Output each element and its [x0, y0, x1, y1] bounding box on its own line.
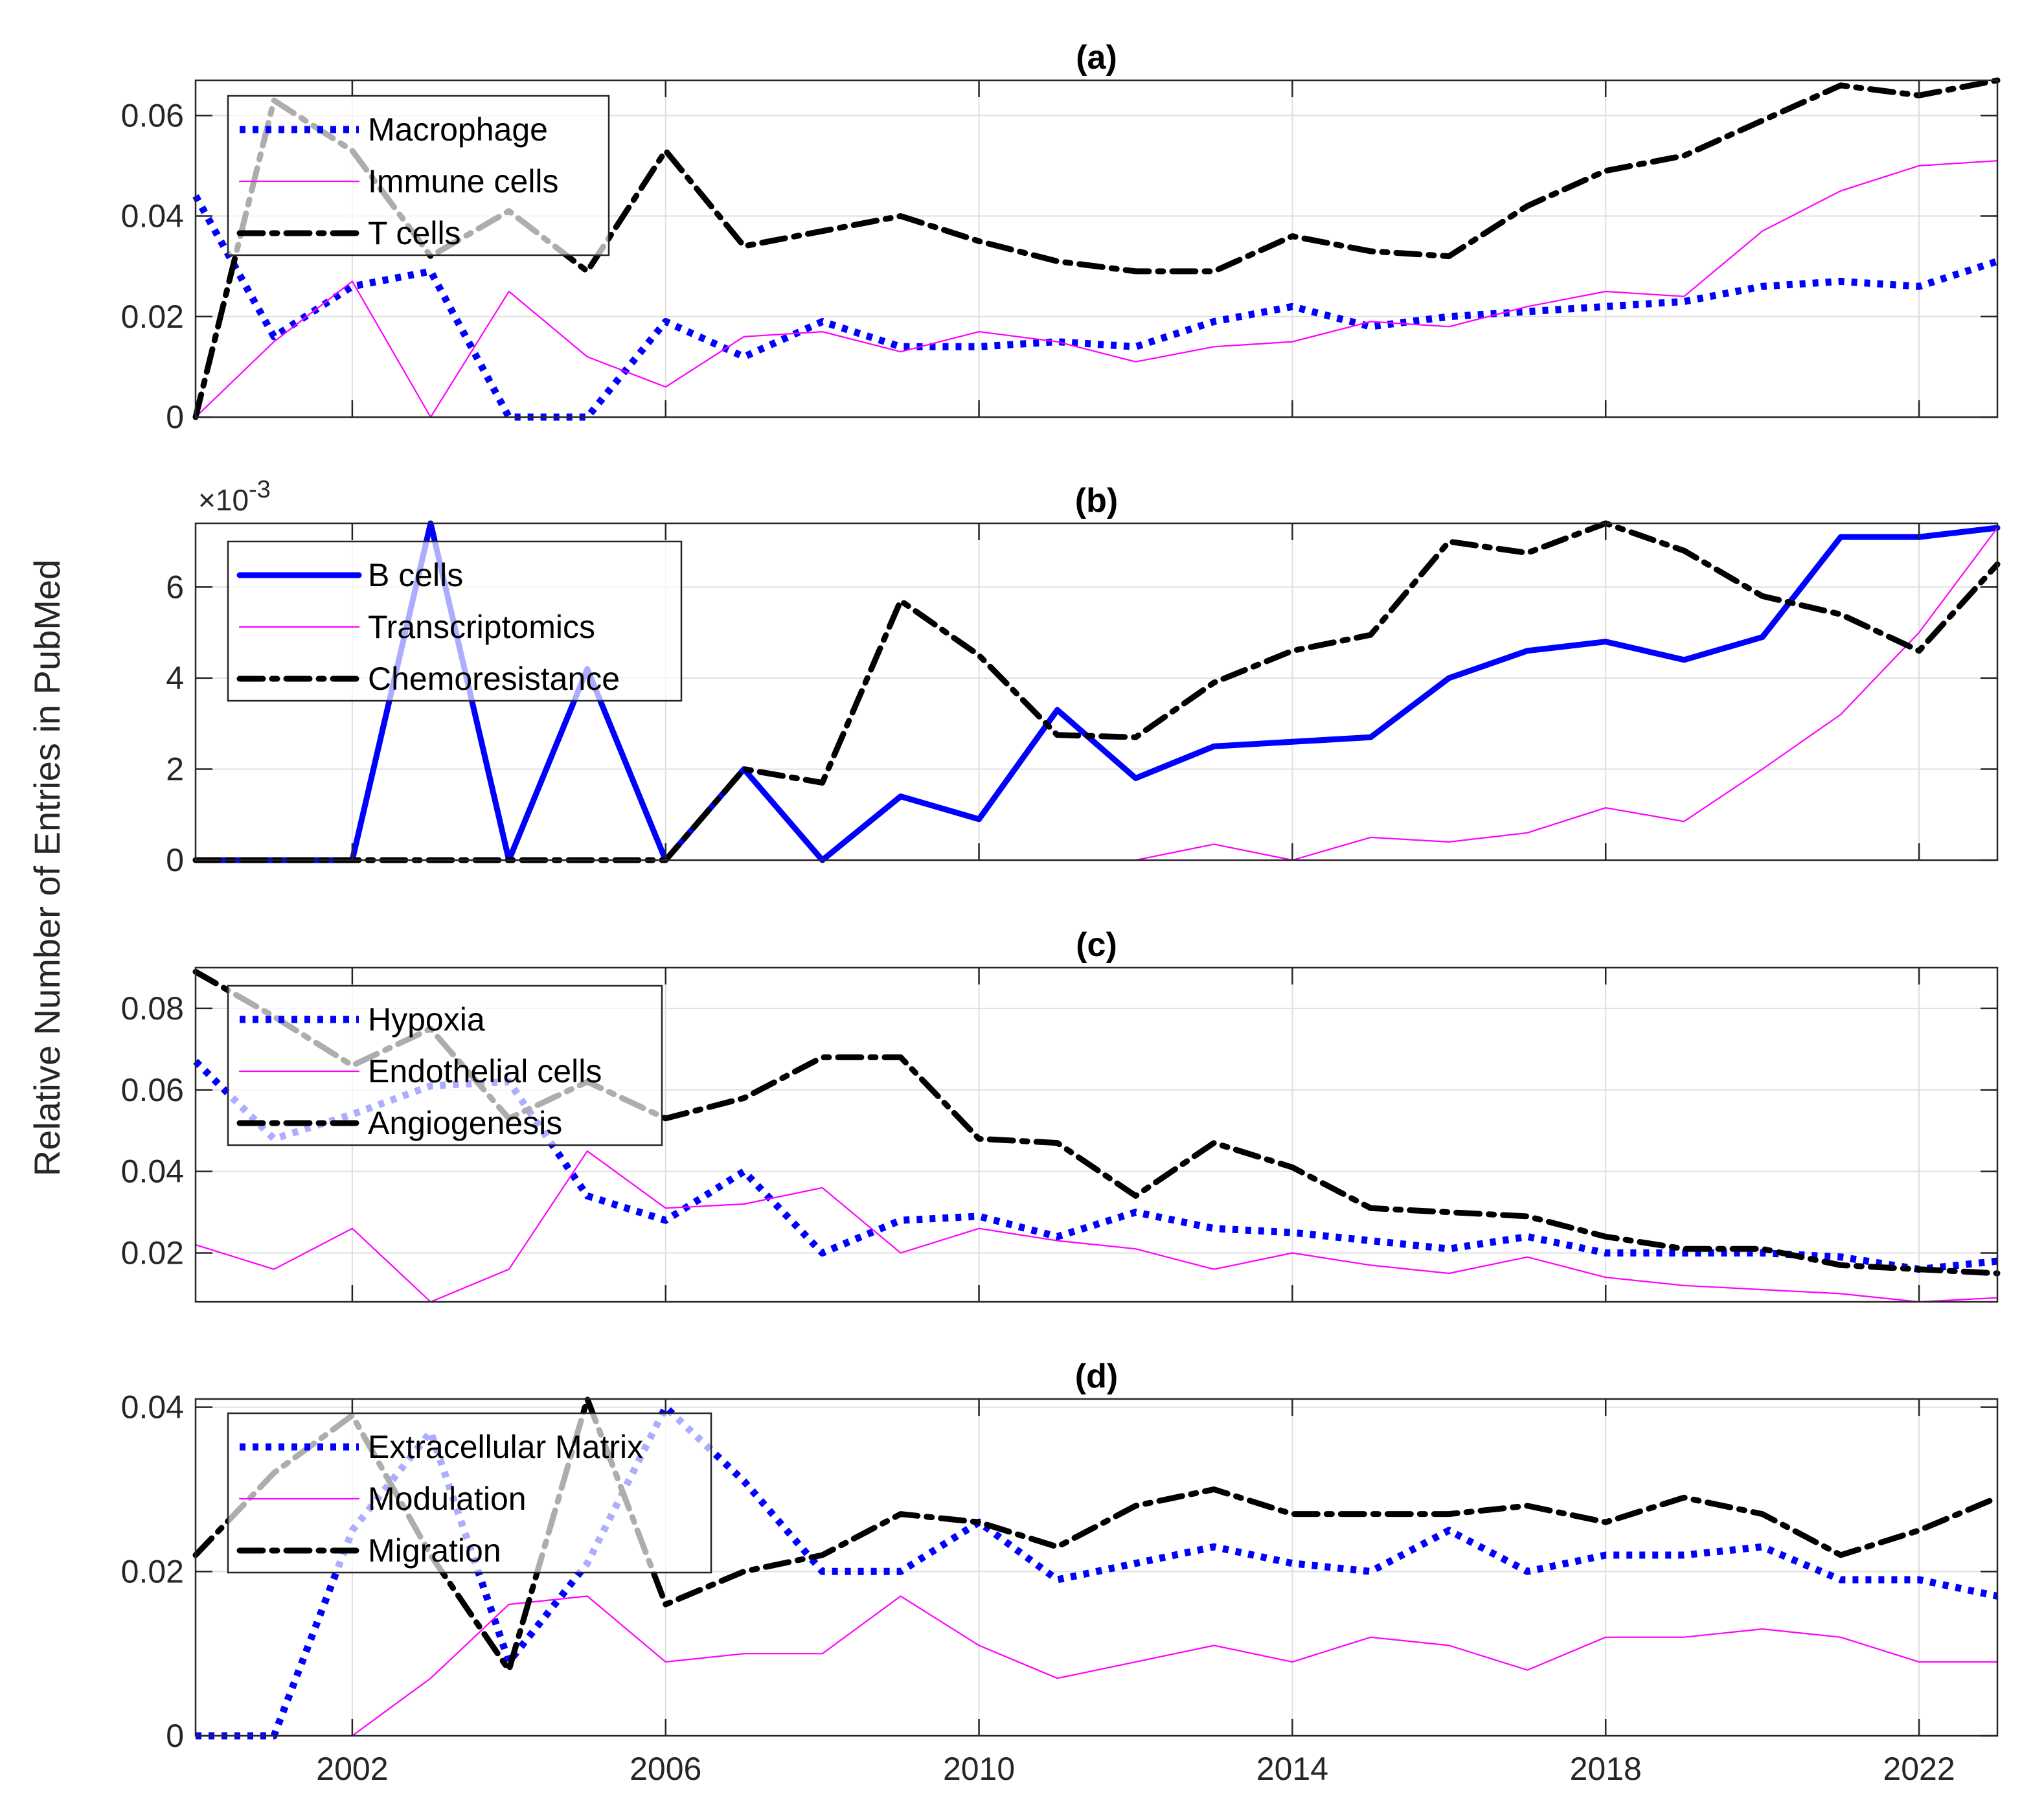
y-tick-label: 0.06 [121, 1072, 184, 1108]
x-tick-label: 2022 [1883, 1751, 1955, 1787]
legend-label: Hypoxia [368, 1001, 485, 1038]
legend-label: Transcriptomics [368, 609, 595, 645]
y-axis-label: Relative Number of Entries in PubMed [27, 560, 67, 1176]
legend-box [227, 540, 683, 702]
legend-label: Endothelial cells [368, 1053, 602, 1089]
panel-b: 0 2 4 6 (b) ×10-3 B cells Transcriptomics Chemor… [166, 476, 2001, 878]
legend: Extracellular Matrix Modulation Migration [227, 1412, 712, 1574]
series-line-angiogenesis [192, 968, 2001, 1277]
series-line-migration [192, 1396, 2001, 1673]
panel-title: (d) [1075, 1358, 1118, 1395]
legend-label: B cells [368, 557, 463, 593]
legend-label: Migration [368, 1532, 501, 1569]
panel-title: (a) [1076, 39, 1117, 76]
axes-box [194, 522, 1999, 861]
y-tick-label: 0.08 [121, 990, 184, 1027]
y-exponent-power: -3 [249, 476, 271, 503]
legend-label: Chemoresistance [368, 661, 620, 697]
legend: Hypoxia Endothelial cells Angiogenesis [227, 984, 663, 1146]
legend-label: Macrophage [368, 111, 548, 148]
panel-d: 0 0.02 0.04 2002 2006 2010 2014 2018 2022 (d) Extr… [121, 1358, 2001, 1787]
legend-box [227, 95, 610, 256]
y-tick-label: 0 [166, 399, 184, 435]
y-tick-label: 0.02 [121, 1553, 184, 1589]
x-tick-label: 2002 [316, 1751, 388, 1787]
x-tick-label: 2010 [943, 1751, 1015, 1787]
series-line-immune-cells [194, 160, 1999, 418]
panel-c: 0.02 0.04 0.06 0.08 (c) Hypoxia Endothelial ce… [121, 926, 2001, 1303]
x-tick-label: 2018 [1570, 1751, 1642, 1787]
y-tick-label: 2 [166, 751, 184, 787]
y-tick-label: 6 [166, 569, 184, 605]
y-tick-label: 0.02 [121, 299, 184, 335]
y-tick-label: 0 [166, 842, 184, 878]
series-line-endothelial-cells [194, 1150, 1999, 1303]
legend-label: Modulation [368, 1481, 527, 1517]
panel-title: (c) [1076, 926, 1117, 964]
x-tick-label: 2006 [630, 1751, 701, 1787]
legend-label: Immune cells [368, 163, 559, 199]
axes-box [194, 79, 1999, 418]
y-tick-label: 0 [166, 1718, 184, 1754]
series-line-modulation [194, 1595, 1999, 1737]
legend-label: Angiogenesis [368, 1105, 562, 1141]
y-tick-label: 0.06 [121, 97, 184, 133]
y-tick-label: 0.02 [121, 1234, 184, 1271]
y-tick-label: 0.04 [121, 198, 184, 234]
y-exponent-label: ×10-3 [198, 476, 271, 517]
legend: B cells Transcriptomics Chemoresistance [227, 540, 683, 702]
legend-box [227, 984, 663, 1146]
legend: Macrophage Immune cells T cells [227, 95, 610, 256]
legend-label: T cells [368, 215, 461, 251]
legend-box [227, 1412, 712, 1574]
axes-box [194, 1398, 1999, 1737]
y-tick-label: 0.04 [121, 1154, 184, 1190]
x-tick-label: 2014 [1256, 1751, 1328, 1787]
y-tick-label: 0.04 [121, 1389, 184, 1426]
axes-box [194, 966, 1999, 1303]
series-line-macrophage [192, 194, 1999, 421]
panel-a: 0 0.02 0.04 0.06 (a) Macrophage Immune cells T … [121, 39, 2001, 435]
legend-label: Extracellular Matrix [368, 1429, 643, 1465]
y-tick-label: 4 [166, 660, 184, 696]
panel-title: (b) [1075, 482, 1118, 519]
series-line-extracellular-matrix [196, 1404, 1999, 1740]
series-line-b-cells [192, 520, 2001, 863]
